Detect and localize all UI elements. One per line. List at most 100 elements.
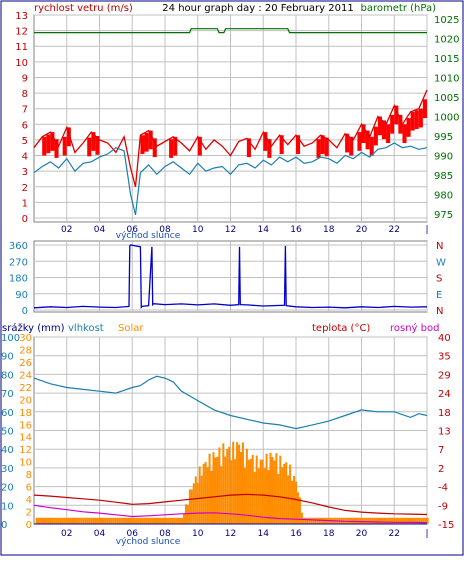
solar-bar	[395, 517, 398, 524]
solar-bar	[67, 517, 70, 524]
solar-bar	[94, 517, 97, 524]
solar-bar	[192, 483, 195, 524]
solar-tick-label: 0	[26, 520, 32, 531]
solar-bar	[218, 447, 221, 524]
solar-bar	[412, 517, 415, 524]
wind-gust-bar	[42, 136, 47, 156]
rain-axis-title: srážky (mm)	[2, 322, 65, 334]
solar-bar	[126, 517, 129, 524]
solar-bar	[416, 517, 419, 524]
wind-tick-label: 13	[15, 11, 28, 22]
wind-gust-bar	[246, 138, 251, 158]
solar-bar	[188, 489, 191, 524]
solar-bar	[369, 517, 372, 524]
solar-bar	[277, 473, 280, 524]
solar-bar	[141, 517, 144, 524]
solar-bar	[422, 517, 425, 524]
temperature-tick-label: 13	[438, 427, 451, 438]
wind-gust-bar	[422, 99, 427, 119]
pressure-tick-label: 985	[434, 171, 453, 182]
solar-bar	[112, 517, 115, 524]
panel-direction-ticks: 0 N 90 E 180 S 270 W 360 N	[9, 241, 446, 317]
solar-bar	[88, 517, 91, 524]
wind-tick-label: 4	[22, 152, 28, 163]
solar-bar	[53, 517, 56, 524]
solar-bar	[204, 462, 207, 524]
wind-gust-bar	[316, 139, 321, 158]
wind-gust-bar	[169, 139, 174, 158]
wind-gust-bar	[361, 124, 366, 144]
x-tick-label: 06	[127, 225, 139, 235]
x-tick-label: |	[425, 225, 428, 235]
x-tick-label: 14	[258, 225, 270, 235]
wind-gust-bar	[173, 136, 178, 156]
solar-bar	[306, 517, 309, 524]
x-tick-label: 20	[356, 529, 368, 539]
temperature-tick-label: -4	[438, 483, 448, 494]
wind-tick-label: 9	[22, 73, 28, 84]
solar-bar	[236, 442, 239, 524]
solar-tick-label: 22	[19, 383, 32, 394]
solar-bar	[37, 517, 40, 524]
wind-gust-bar	[62, 136, 67, 156]
solar-bar	[39, 517, 42, 524]
solar-bar	[71, 517, 74, 524]
wind-tick-label: 0	[22, 214, 28, 225]
solar-bar	[177, 517, 180, 524]
panel-direction-plot	[33, 244, 428, 309]
solar-bar	[389, 517, 392, 524]
solar-bar	[414, 517, 417, 524]
solar-bar	[271, 456, 274, 524]
wind-gust-bar	[279, 135, 284, 154]
x-tick-label: 16	[290, 225, 302, 235]
temperature-axis-title: teplota (°C)	[312, 323, 370, 334]
solar-bar	[161, 517, 164, 524]
solar-bar	[124, 517, 127, 524]
solar-bar	[102, 517, 105, 524]
solar-bar	[296, 492, 299, 524]
wind-tick-label: 5	[22, 136, 28, 147]
solar-bar	[420, 517, 423, 524]
solar-bar	[214, 457, 217, 524]
solar-bar	[424, 517, 427, 524]
wind-gust-bar	[398, 114, 403, 134]
panel-wind-grid	[34, 14, 428, 222]
temperature-tick-label: 24	[438, 389, 451, 400]
solar-bar	[165, 517, 168, 524]
solar-bar	[261, 459, 264, 524]
x-tick-label: 16	[290, 529, 302, 539]
solar-bar	[175, 517, 178, 524]
solar-bar	[183, 513, 186, 524]
solar-bar	[285, 462, 288, 524]
x-tick-label: 18	[323, 225, 335, 235]
x-tick-label: |	[425, 529, 428, 539]
solar-bar	[373, 517, 376, 524]
pressure-tick-label: 990	[434, 152, 453, 163]
temperature-tick-label: -15	[438, 520, 454, 531]
solar-bar	[291, 480, 294, 524]
sunrise-label-top: východ slunce	[116, 231, 181, 241]
solar-tick-label: 14	[19, 433, 32, 444]
direction-tick-label: 90	[15, 290, 28, 301]
solar-bar	[76, 517, 79, 524]
x-tick-label: 02	[61, 529, 72, 539]
solar-bar	[49, 517, 52, 524]
solar-bar	[418, 517, 421, 524]
solar-bar	[212, 452, 215, 524]
panel-humidity-plot	[33, 375, 429, 525]
solar-bar	[159, 517, 162, 524]
temperature-tick-label: 18	[438, 408, 451, 419]
solar-bar	[139, 517, 142, 524]
solar-bar	[279, 455, 282, 524]
solar-bar	[143, 517, 146, 524]
solar-tick-label: 28	[19, 345, 32, 356]
solar-bar	[41, 517, 44, 524]
solar-bar	[310, 517, 313, 524]
solar-bar	[387, 517, 390, 524]
x-tick-label: 06	[127, 529, 139, 539]
solar-bar	[78, 517, 81, 524]
compass-tick-label: N	[436, 306, 443, 317]
solar-tick-label: 20	[19, 395, 32, 406]
solar-bar	[371, 517, 374, 524]
solar-tick-label: 10	[19, 458, 32, 469]
